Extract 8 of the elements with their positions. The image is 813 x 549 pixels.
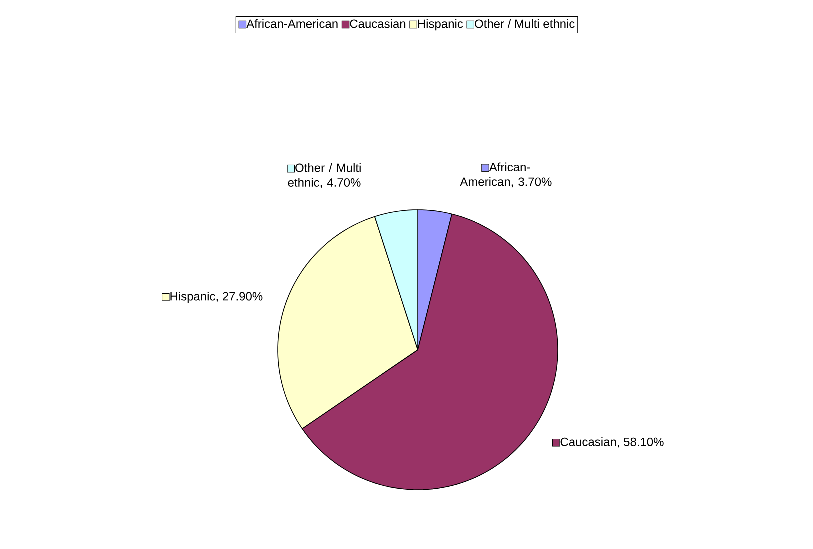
data-label: Hispanic, 27.90% (170, 292, 263, 304)
legend-label: African-American (246, 19, 338, 28)
data-label: Caucasian, 58.10% (560, 438, 664, 448)
legend-label: Other / Multi ethnic (475, 19, 575, 28)
legend-label: Caucasian (350, 19, 406, 28)
legend-label: Hispanic (418, 19, 464, 31)
data-label: Other / Multi ethnic, 4.70% (288, 163, 361, 188)
data-label: African-American, 3.70% (460, 162, 552, 188)
